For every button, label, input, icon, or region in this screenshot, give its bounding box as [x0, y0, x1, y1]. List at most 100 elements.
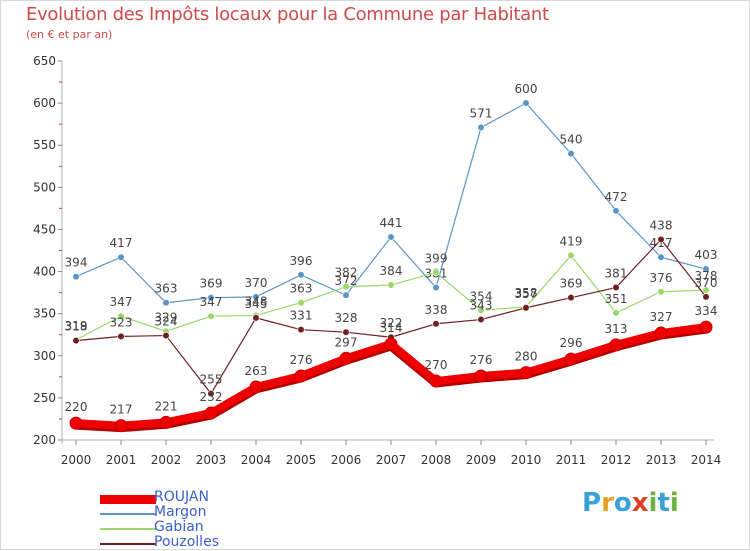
data-point-pouzolles: [162, 331, 170, 340]
data-label-margon: 571: [470, 107, 493, 121]
data-label-gabian: 348: [245, 294, 268, 308]
data-point-margon: [162, 299, 170, 307]
data-label-pouzolles: 318: [65, 320, 88, 334]
data-label-pouzolles: 438: [650, 219, 673, 233]
data-label-gabian: 354: [470, 289, 493, 303]
data-point-gabian: [117, 312, 125, 320]
data-point-margon: [72, 273, 80, 281]
data-label-pouzolles: 338: [425, 303, 448, 317]
data-point-pouzolles: [567, 294, 575, 302]
logo-letter: o: [613, 488, 632, 518]
logo-letter: i: [669, 488, 679, 518]
logo-letter: P: [582, 488, 602, 518]
data-point-roujan: [564, 352, 578, 366]
data-point-margon: [567, 150, 575, 158]
data-point-roujan: [429, 374, 443, 388]
data-point-margon: [117, 253, 125, 261]
logo-letter: r: [601, 488, 614, 518]
data-label-pouzolles: 255: [200, 373, 223, 387]
x-tick-label: 2002: [151, 453, 182, 467]
data-label-gabian: 319: [65, 319, 88, 333]
y-tick-label: 500: [33, 180, 56, 194]
data-point-pouzolles: [477, 315, 485, 324]
data-point-pouzolles: [522, 304, 530, 312]
data-point-margon: [387, 233, 395, 241]
data-point-roujan: [609, 338, 623, 352]
chart-subtitle: (en € et par an): [26, 28, 113, 41]
data-label-gabian: 363: [290, 282, 313, 296]
data-label-roujan: 217: [110, 403, 133, 417]
data-label-gabian: 399: [425, 251, 448, 265]
data-label-margon: 417: [110, 236, 133, 250]
legend-label: ROUJAN: [154, 489, 209, 505]
data-label-roujan: 327: [650, 310, 673, 324]
x-tick-label: 2012: [601, 453, 632, 467]
data-point-pouzolles: [252, 314, 260, 322]
data-point-margon: [252, 293, 260, 301]
chart-title: Evolution des Impôts locaux pour la Comm…: [26, 4, 549, 25]
data-point-gabian: [432, 268, 440, 276]
y-tick-label: 250: [33, 391, 56, 405]
data-label-roujan: 276: [290, 353, 313, 367]
x-tick-label: 2005: [286, 453, 317, 467]
legend-label: Pouzolles: [154, 534, 219, 550]
data-label-margon: 472: [605, 190, 628, 204]
data-label-gabian: 358: [515, 286, 538, 300]
data-label-gabian: 351: [605, 292, 628, 306]
data-label-roujan: 296: [560, 336, 583, 350]
data-point-margon: [657, 253, 665, 261]
x-tick-label: 2003: [196, 453, 227, 467]
data-point-margon: [702, 265, 710, 273]
data-point-pouzolles: [117, 332, 125, 341]
data-point-margon: [297, 271, 305, 279]
data-label-gabian: 382: [335, 266, 358, 280]
y-tick-label: 300: [33, 349, 56, 363]
data-label-gabian: 419: [560, 235, 583, 249]
data-point-pouzolles: [702, 293, 710, 301]
data-label-roujan: 276: [470, 353, 493, 367]
data-label-margon: 441: [380, 216, 403, 230]
data-label-gabian: 378: [695, 269, 718, 283]
x-tick-label: 2007: [376, 453, 407, 467]
y-tick-label: 200: [33, 433, 56, 447]
data-label-margon: 363: [155, 282, 178, 296]
data-label-margon: 370: [245, 276, 268, 290]
data-label-pouzolles: 345: [245, 297, 268, 311]
x-tick-label: 2010: [511, 453, 542, 467]
data-point-gabian: [207, 312, 215, 320]
data-label-margon: 403: [695, 248, 718, 262]
logo-letter: i: [648, 488, 658, 518]
data-point-roujan: [159, 415, 173, 429]
data-label-pouzolles: 331: [290, 309, 313, 323]
x-tick-label: 2000: [61, 453, 92, 467]
data-point-pouzolles: [342, 328, 350, 336]
x-tick-label: 2009: [466, 453, 497, 467]
x-tick-label: 2013: [646, 453, 677, 467]
proxiti-logo: Proxiti: [582, 488, 692, 524]
x-tick-label: 2001: [106, 453, 137, 467]
data-point-gabian: [567, 251, 575, 260]
logo-letter: t: [657, 488, 670, 518]
data-label-roujan: 232: [200, 390, 223, 404]
legend-swatch: [100, 513, 156, 515]
data-point-pouzolles: [657, 235, 665, 244]
data-label-pouzolles: 343: [470, 299, 493, 313]
data-point-roujan: [294, 369, 308, 383]
data-label-pouzolles: 370: [695, 276, 718, 290]
data-point-roujan: [69, 416, 83, 430]
logo-letter: x: [631, 488, 649, 518]
data-label-pouzolles: 324: [155, 315, 178, 329]
data-point-margon: [432, 283, 440, 292]
y-tick-label: 350: [33, 307, 56, 321]
data-label-gabian: 347: [110, 295, 133, 309]
data-label-pouzolles: 322: [380, 316, 403, 330]
data-label-roujan: 334: [695, 304, 718, 318]
data-point-roujan: [249, 380, 263, 394]
data-label-gabian: 329: [155, 310, 178, 324]
data-point-roujan: [519, 366, 533, 380]
data-label-margon: 540: [560, 133, 583, 147]
data-point-margon: [477, 123, 485, 132]
data-label-margon: 394: [65, 256, 88, 270]
y-tick-label: 650: [33, 54, 56, 68]
y-tick-label: 550: [33, 138, 56, 152]
